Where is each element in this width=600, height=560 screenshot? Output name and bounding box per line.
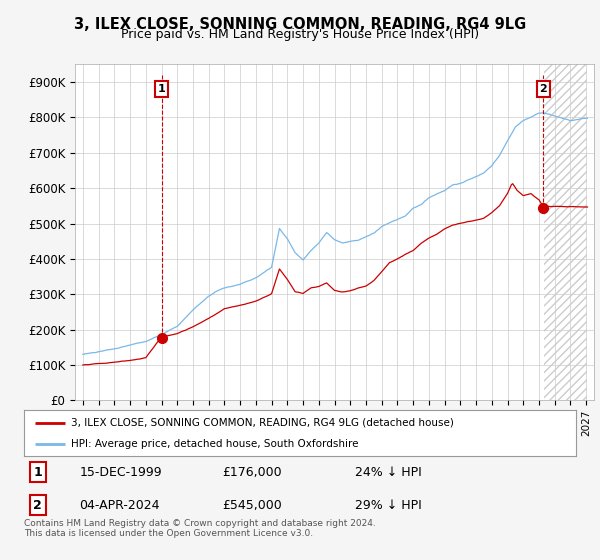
Text: 2: 2 <box>539 84 547 94</box>
Text: This data is licensed under the Open Government Licence v3.0.: This data is licensed under the Open Gov… <box>24 530 313 539</box>
Text: HPI: Average price, detached house, South Oxfordshire: HPI: Average price, detached house, Sout… <box>71 439 358 449</box>
Text: 24% ↓ HPI: 24% ↓ HPI <box>355 465 422 479</box>
Text: 3, ILEX CLOSE, SONNING COMMON, READING, RG4 9LG (detached house): 3, ILEX CLOSE, SONNING COMMON, READING, … <box>71 418 454 428</box>
Text: £176,000: £176,000 <box>223 465 283 479</box>
Text: 29% ↓ HPI: 29% ↓ HPI <box>355 498 422 512</box>
Text: 15-DEC-1999: 15-DEC-1999 <box>79 465 162 479</box>
Text: 04-APR-2024: 04-APR-2024 <box>79 498 160 512</box>
Text: 1: 1 <box>158 84 166 94</box>
Text: Contains HM Land Registry data © Crown copyright and database right 2024.: Contains HM Land Registry data © Crown c… <box>24 520 376 529</box>
Text: 1: 1 <box>34 465 42 479</box>
Text: 3, ILEX CLOSE, SONNING COMMON, READING, RG4 9LG: 3, ILEX CLOSE, SONNING COMMON, READING, … <box>74 17 526 32</box>
Text: £545,000: £545,000 <box>223 498 283 512</box>
Text: 2: 2 <box>34 498 42 512</box>
Text: Price paid vs. HM Land Registry's House Price Index (HPI): Price paid vs. HM Land Registry's House … <box>121 28 479 41</box>
